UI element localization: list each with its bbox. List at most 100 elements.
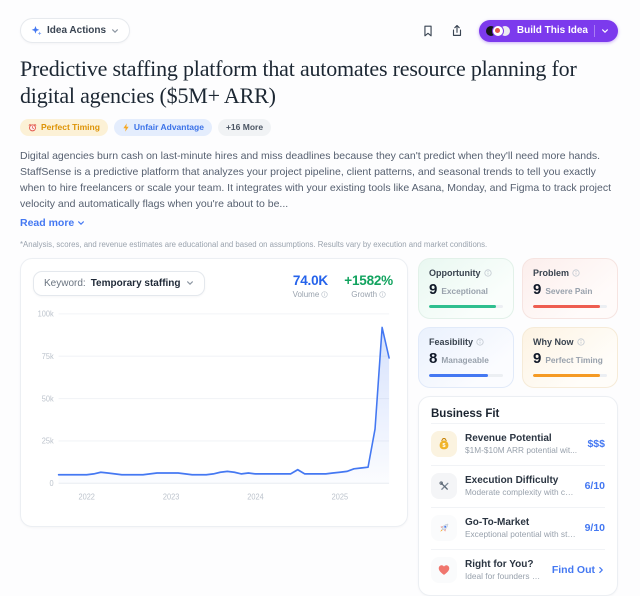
- info-icon[interactable]: [483, 269, 492, 277]
- build-button-label: Build This Idea: [516, 25, 588, 36]
- score-progress-fill: [429, 373, 489, 377]
- main-content: Keyword: Temporary staffing 74.0K Volume: [20, 257, 618, 596]
- fit-row-go-to-market[interactable]: Go-To-Market Exceptional potential with …: [431, 506, 605, 549]
- scores-sidebar: Opportunity 9 Exceptional Problem: [418, 257, 618, 596]
- page-title: Predictive staffing platform that automa…: [20, 56, 577, 108]
- business-fit-card: Business Fit $ Revenue Potential $1M-$10…: [418, 395, 618, 596]
- svg-text:2025: 2025: [332, 492, 348, 501]
- idea-description: Digital agencies burn cash on last-minut…: [20, 149, 612, 211]
- heart-icon: [431, 557, 457, 584]
- tags-row: Perfect Timing Unfair Advantage +16 More: [20, 118, 618, 136]
- chevron-down-icon: [111, 27, 119, 35]
- svg-text:$: $: [442, 443, 446, 449]
- score-title: Why Now: [533, 337, 607, 347]
- score-card-feasibility[interactable]: Feasibility 8 Manageable: [418, 326, 514, 388]
- info-icon[interactable]: [379, 291, 386, 298]
- chevron-right-icon: [597, 566, 605, 574]
- sparkles-icon: [31, 25, 42, 36]
- score-card-opportunity[interactable]: Opportunity 9 Exceptional: [418, 257, 514, 319]
- svg-text:2022: 2022: [79, 492, 95, 501]
- svg-text:0: 0: [50, 478, 55, 487]
- fit-row-revenue-potential[interactable]: $ Revenue Potential $1M-$10M ARR potenti…: [431, 422, 605, 465]
- score-value: 9: [533, 349, 542, 367]
- score-title: Feasibility: [429, 337, 503, 347]
- share-icon: [450, 24, 464, 38]
- tag-label: +16 More: [225, 122, 264, 133]
- score-progress-track: [533, 373, 607, 377]
- fit-label: Right for You?: [465, 558, 534, 570]
- trend-chart-card: Keyword: Temporary staffing 74.0K Volume: [20, 257, 408, 527]
- rocket-icon: [431, 515, 457, 542]
- svg-text:50k: 50k: [42, 394, 54, 403]
- bookmark-button[interactable]: [421, 24, 435, 38]
- button-divider: [594, 24, 595, 37]
- svg-text:25k: 25k: [42, 436, 54, 445]
- bookmark-icon: [421, 24, 435, 38]
- score-progress-track: [429, 304, 503, 308]
- lightning-icon: [122, 123, 130, 132]
- tag-label: Perfect Timing: [41, 122, 100, 133]
- share-button[interactable]: [450, 24, 464, 38]
- info-icon[interactable]: [576, 338, 585, 346]
- chart-header: Keyword: Temporary staffing 74.0K Volume: [33, 270, 395, 299]
- tag-perfect-timing[interactable]: Perfect Timing: [20, 118, 108, 136]
- idea-actions-label: Idea Actions: [47, 25, 107, 36]
- read-more-label: Read more: [20, 216, 75, 229]
- fit-value: 9/10: [584, 522, 605, 535]
- growth-value: +1582%: [344, 272, 393, 288]
- disclaimer-text: *Analysis, scores, and revenue estimates…: [20, 239, 488, 249]
- keyword-value: Temporary staffing: [90, 277, 181, 289]
- ai-tools-logos-icon: [484, 24, 511, 37]
- chevron-down-icon: [186, 279, 194, 287]
- info-icon[interactable]: [476, 338, 484, 346]
- score-grid: Opportunity 9 Exceptional Problem: [418, 257, 618, 388]
- fit-subtitle: Moderate complexity with cust...: [465, 487, 577, 498]
- fit-row-right-for-you[interactable]: Right for You? Ideal for founders with S…: [431, 548, 605, 591]
- money-bag-icon: $: [431, 431, 457, 458]
- fit-subtitle: Ideal for founders with SaaS a...: [465, 571, 544, 582]
- info-icon[interactable]: [321, 291, 328, 298]
- growth-stat: +1582% Growth: [344, 273, 393, 299]
- score-progress-fill: [533, 373, 600, 377]
- find-out-link[interactable]: Find Out: [552, 564, 605, 576]
- tools-icon: [431, 473, 457, 500]
- alarm-clock-icon: [28, 123, 37, 132]
- fit-subtitle: Exceptional potential with stro...: [465, 529, 577, 540]
- svg-text:75k: 75k: [42, 351, 54, 360]
- keyword-selector[interactable]: Keyword: Temporary staffing: [33, 270, 205, 296]
- build-this-idea-button[interactable]: Build This Idea: [478, 19, 618, 42]
- fit-label: Revenue Potential: [465, 432, 552, 444]
- volume-stat: 74.0K Volume: [293, 273, 329, 299]
- score-title: Opportunity: [429, 268, 503, 278]
- chart-stats: 74.0K Volume +1582% Growth: [293, 271, 395, 299]
- score-progress-fill: [533, 304, 600, 308]
- trend-line-chart: 100k 75k 50k 25k 0 2022 2023 2024 2025: [38, 309, 390, 501]
- score-value: 9: [533, 280, 542, 298]
- read-more-link[interactable]: Read more: [20, 217, 85, 229]
- tag-label: Unfair Advantage: [133, 122, 204, 133]
- topbar-actions: Build This Idea: [421, 19, 618, 42]
- info-icon[interactable]: [572, 269, 580, 277]
- score-progress-fill: [429, 304, 496, 308]
- svg-text:2023: 2023: [163, 492, 179, 501]
- score-progress-track: [533, 304, 607, 308]
- svg-text:2024: 2024: [247, 492, 264, 501]
- volume-label: Volume: [293, 290, 329, 299]
- score-card-problem[interactable]: Problem 9 Severe Pain: [522, 257, 618, 319]
- score-descriptor: Perfect Timing: [545, 354, 603, 365]
- business-fit-title: Business Fit: [431, 407, 500, 420]
- fit-value: $$$: [587, 438, 605, 451]
- volume-value: 74.0K: [292, 272, 328, 288]
- idea-actions-button[interactable]: Idea Actions: [20, 18, 131, 43]
- score-title: Problem: [533, 268, 607, 278]
- tag-more[interactable]: +16 More: [217, 118, 272, 136]
- score-value: 8: [429, 349, 438, 367]
- svg-text:100k: 100k: [38, 309, 54, 318]
- fit-label: Execution Difficulty: [465, 474, 559, 486]
- fit-value: 6/10: [584, 480, 605, 493]
- fit-row-execution-difficulty[interactable]: Execution Difficulty Moderate complexity…: [431, 464, 605, 507]
- tag-unfair-advantage[interactable]: Unfair Advantage: [113, 118, 212, 136]
- chevron-down-icon: [77, 219, 85, 227]
- score-card-why-now[interactable]: Why Now 9 Perfect Timing: [522, 326, 618, 388]
- chevron-down-icon[interactable]: [601, 27, 609, 35]
